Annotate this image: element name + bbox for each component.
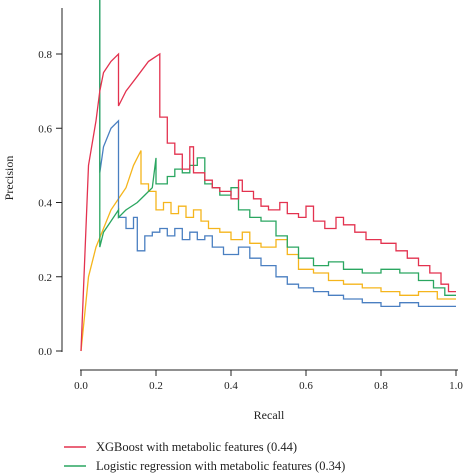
legend-label-xgboost: XGBoost with metabolic features (0.44) [96, 440, 297, 454]
y-ticks: 0.0 0.2 0.4 0.6 0.8 [38, 49, 62, 358]
x-ticks: 0.0 0.2 0.4 0.6 0.8 1.0 [74, 370, 463, 392]
series-line-3 [80, 150, 456, 352]
x-tick-label: 0.2 [149, 380, 163, 392]
x-tick-label: 1.0 [449, 380, 463, 392]
y-tick-label: 0.2 [38, 272, 52, 284]
x-tick-label: 0.4 [224, 380, 238, 392]
x-axis-title: Recall [254, 408, 285, 422]
y-tick-label: 0.8 [38, 49, 52, 61]
y-tick-label: 0.4 [38, 198, 52, 210]
y-tick-label: 0.6 [38, 123, 52, 135]
series-line-xgboost [80, 52, 456, 352]
legend-label-logistic: Logistic regression with metabolic featu… [96, 459, 345, 473]
x-tick-label: 0.6 [299, 380, 313, 392]
series-layer [80, 0, 456, 352]
x-tick-label: 0.0 [74, 380, 88, 392]
y-tick-label: 0.0 [38, 346, 52, 358]
legend: XGBoost with metabolic features (0.44) L… [64, 440, 345, 473]
axes [61, 8, 458, 371]
y-axis-title: Precision [2, 156, 16, 201]
x-tick-label: 0.8 [374, 380, 388, 392]
series-line-4 [99, 0, 456, 308]
